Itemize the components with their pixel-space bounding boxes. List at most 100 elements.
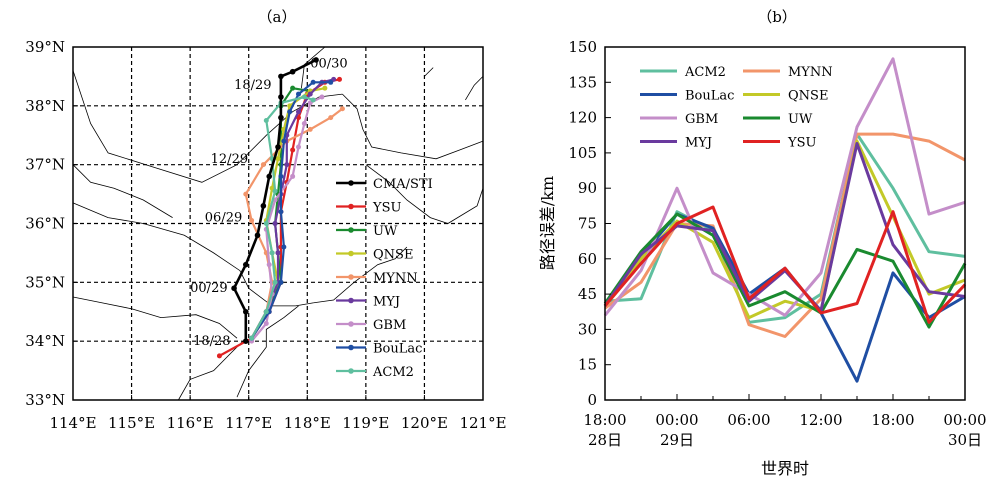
error-x-axis-title: 世界时 bbox=[761, 459, 809, 478]
error-tick-label: 150 bbox=[568, 38, 597, 56]
track-point-mynn bbox=[339, 106, 345, 112]
track-point-boulac bbox=[296, 91, 301, 97]
error-tick-label: 120 bbox=[568, 109, 597, 127]
coastline-segment bbox=[72, 164, 173, 218]
legend-label-uw: UW bbox=[373, 224, 398, 239]
track-point-boulac bbox=[278, 279, 284, 285]
time-axis: 18:00 28日 00:00 29日 06:00 12:00 18:00 00:00 30日 bbox=[583, 394, 987, 449]
track-point-myj bbox=[296, 109, 301, 115]
track-point-acm2 bbox=[263, 221, 269, 226]
legend-marker-acm2 bbox=[348, 368, 354, 374]
lon-tick-label: 117°E bbox=[225, 414, 272, 432]
track-point-acm2 bbox=[263, 118, 269, 124]
error-tick-label: 105 bbox=[568, 144, 597, 162]
coastline-segment bbox=[365, 164, 484, 224]
coastline-segment bbox=[72, 202, 314, 307]
legend-marker-ysu bbox=[348, 203, 354, 210]
error-plot-frame bbox=[604, 46, 966, 401]
time-tick-label: 12:00 bbox=[799, 411, 842, 429]
lat-tick-label: 37°N bbox=[25, 156, 65, 174]
legend-label-boulac: BouLac bbox=[373, 342, 422, 357]
time-tick-label: 00:00 bbox=[943, 411, 986, 429]
coastline-segment bbox=[178, 340, 244, 401]
track-point-cma-sti bbox=[278, 94, 284, 100]
legend-label-acm2: ACM2 bbox=[372, 365, 414, 380]
track-legend: CMA/STI YSU UW QNSE MYNN MYJ GBM BouLac ACM2 bbox=[336, 177, 433, 380]
track-point-boulac bbox=[278, 173, 284, 179]
error-legend-label-boulac: BouLac bbox=[685, 89, 734, 104]
error-line-gbm bbox=[603, 57, 966, 317]
time-label: 18/28 bbox=[193, 334, 230, 349]
lat-tick-label: 34°N bbox=[25, 332, 65, 350]
track-point-acm2 bbox=[301, 94, 307, 100]
panel-b-label: （b） bbox=[757, 8, 797, 26]
time-tick-label: 18:00 bbox=[583, 411, 626, 429]
coastline-outline bbox=[72, 46, 484, 401]
track-point-acm2 bbox=[263, 309, 269, 315]
track-point-mynn bbox=[260, 162, 266, 168]
lon-tick-label: 116°E bbox=[167, 414, 214, 432]
track-point-boulac bbox=[281, 138, 287, 144]
track-point-mynn bbox=[249, 218, 255, 224]
latitude-axis: 33°N 34°N 35°N 36°N 37°N 38°N 39°N bbox=[25, 38, 78, 409]
error-line-mynn bbox=[604, 132, 966, 338]
legend-marker-qnse bbox=[348, 250, 354, 257]
coastline-segment bbox=[236, 305, 299, 398]
coastline-segment bbox=[72, 296, 238, 339]
lon-tick-label: 120°E bbox=[401, 414, 448, 432]
panel-a-label: （a） bbox=[258, 8, 297, 26]
time-tick-label: 00:00 bbox=[655, 411, 698, 429]
track-time-labels: 00/30 18/29 12/29 06/29 00/29 18/28 bbox=[190, 56, 348, 349]
track-point-cma-sti bbox=[242, 261, 249, 268]
track-point-qnse bbox=[275, 156, 281, 162]
legend-label-cma-sti: CMA/STI bbox=[373, 177, 433, 192]
legend-label-ysu: YSU bbox=[372, 201, 401, 216]
track-point-cma-sti bbox=[254, 232, 261, 239]
lon-tick-label: 115°E bbox=[108, 414, 155, 432]
track-point-myj bbox=[272, 221, 278, 226]
track-point-cma-sti bbox=[275, 144, 281, 150]
error-series bbox=[603, 57, 967, 383]
lat-tick-label: 38°N bbox=[25, 97, 65, 115]
track-point-gbm bbox=[290, 173, 296, 179]
legend-label-gbm: GBM bbox=[373, 318, 406, 333]
error-tick-label: 75 bbox=[578, 215, 597, 233]
legend-marker-gbm bbox=[348, 321, 354, 327]
track-point-ysu bbox=[337, 76, 342, 82]
track-point-cma-sti bbox=[278, 73, 284, 80]
track-point-gbm bbox=[263, 321, 269, 327]
track-point-gbm bbox=[296, 144, 301, 150]
track-point-gbm bbox=[301, 120, 307, 126]
track-point-ysu bbox=[290, 147, 296, 153]
coastline-segment bbox=[424, 67, 434, 77]
track-point-qnse bbox=[322, 85, 328, 91]
track-point-cma-sti bbox=[242, 308, 249, 315]
error-axis: 0 15 30 45 60 75 90 105 120 135 150 bbox=[568, 38, 611, 409]
track-point-acm2 bbox=[272, 188, 278, 194]
error-line-ysu bbox=[603, 205, 967, 324]
time-tick-label: 18:00 bbox=[871, 411, 914, 429]
legend-marker-boulac bbox=[348, 344, 354, 351]
date-tick-label: 28日 bbox=[588, 431, 622, 449]
track-point-boulac bbox=[328, 79, 334, 85]
legend-marker-cma-sti bbox=[348, 180, 354, 186]
track-point-mynn bbox=[307, 126, 313, 132]
error-tick-label: 90 bbox=[578, 179, 597, 197]
lon-tick-label: 118°E bbox=[284, 414, 331, 432]
track-point-ysu bbox=[216, 353, 222, 359]
time-label: 12/29 bbox=[211, 152, 248, 167]
track-point-cma-sti bbox=[242, 338, 249, 344]
time-label: 06/29 bbox=[205, 211, 242, 226]
track-map-panel: 00/30 18/29 12/29 06/29 00/29 18/28 CMA/STI YS… bbox=[25, 38, 506, 432]
lat-tick-label: 33°N bbox=[25, 391, 65, 409]
error-tick-label: 45 bbox=[578, 285, 597, 303]
error-line-uw bbox=[603, 212, 967, 329]
legend-marker-myj bbox=[348, 297, 354, 304]
lat-tick-label: 36°N bbox=[25, 215, 65, 233]
legend-marker-mynn bbox=[348, 274, 354, 280]
track-point-myj bbox=[275, 250, 281, 256]
date-tick-label: 29日 bbox=[660, 431, 694, 449]
track-point-boulac bbox=[310, 79, 316, 85]
